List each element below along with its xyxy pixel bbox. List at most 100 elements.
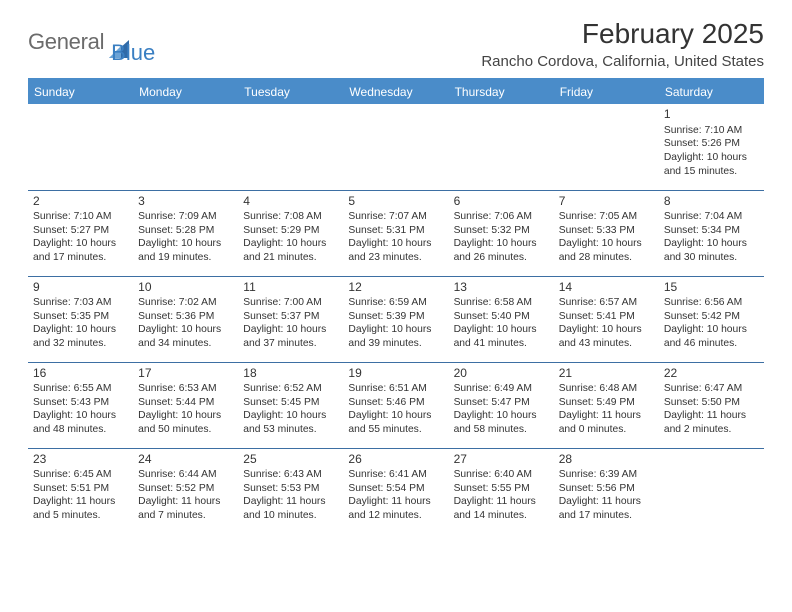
- day-number: 20: [454, 366, 549, 382]
- day-number: 7: [559, 194, 654, 210]
- day-number: 28: [559, 452, 654, 468]
- day-number: 19: [348, 366, 443, 382]
- sunrise-line: Sunrise: 6:45 AM: [33, 468, 128, 482]
- sunrise-line: Sunrise: 7:08 AM: [243, 210, 338, 224]
- calendar-week-row: 23Sunrise: 6:45 AMSunset: 5:51 PM Dayligh…: [28, 448, 764, 534]
- sunset-line: Sunset: 5:34 PM: [664, 224, 759, 238]
- calendar-cell: 3Sunrise: 7:09 AMSunset: 5:28 PMDaylight…: [133, 190, 238, 276]
- sunset-line: Sunset: 5:50 PM: [664, 396, 759, 410]
- sunset-line: Sunset: 5:55 PM: [454, 482, 549, 496]
- calendar-cell: [343, 104, 448, 190]
- sunset-line: Sunset: 5:40 PM: [454, 310, 549, 324]
- day-number: 10: [138, 280, 233, 296]
- calendar-cell: 26Sunrise: 6:41 AMSunset: 5:54 PMDayligh…: [343, 448, 448, 534]
- sunrise-line: Sunrise: 6:51 AM: [348, 382, 443, 396]
- day-number: 4: [243, 194, 338, 210]
- sunrise-line: Sunrise: 7:05 AM: [559, 210, 654, 224]
- day-number: 14: [559, 280, 654, 296]
- day-number: 2: [33, 194, 128, 210]
- daylight-line: Daylight: 10 hours and 46 minutes.: [664, 323, 759, 350]
- daylight-line: Daylight: 10 hours and 26 minutes.: [454, 237, 549, 264]
- daylight-line: Daylight: 10 hours and 43 minutes.: [559, 323, 654, 350]
- weekday-header: Thursday: [449, 80, 554, 104]
- calendar-cell: 21Sunrise: 6:48 AMSunset: 5:49 PMDayligh…: [554, 362, 659, 448]
- weekday-header: Monday: [133, 80, 238, 104]
- day-number: 24: [138, 452, 233, 468]
- calendar-cell: 15Sunrise: 6:56 AMSunset: 5:42 PMDayligh…: [659, 276, 764, 362]
- sunrise-line: Sunrise: 7:04 AM: [664, 210, 759, 224]
- day-number: 9: [33, 280, 128, 296]
- sunset-line: Sunset: 5:26 PM: [664, 137, 759, 151]
- calendar-cell: 1Sunrise: 7:10 AMSunset: 5:26 PMDaylight…: [659, 104, 764, 190]
- sunset-line: Sunset: 5:47 PM: [454, 396, 549, 410]
- day-number: 13: [454, 280, 549, 296]
- sunrise-line: Sunrise: 7:10 AM: [33, 210, 128, 224]
- sunset-line: Sunset: 5:33 PM: [559, 224, 654, 238]
- calendar-cell: 11Sunrise: 7:00 AMSunset: 5:37 PMDayligh…: [238, 276, 343, 362]
- day-number: 11: [243, 280, 338, 296]
- daylight-line: Daylight: 11 hours and 10 minutes.: [243, 495, 338, 522]
- daylight-line: Daylight: 10 hours and 39 minutes.: [348, 323, 443, 350]
- calendar-cell: 24Sunrise: 6:44 AMSunset: 5:52 PMDayligh…: [133, 448, 238, 534]
- day-number: 3: [138, 194, 233, 210]
- calendar-cell: [659, 448, 764, 534]
- calendar-cell: [449, 104, 554, 190]
- day-number: 16: [33, 366, 128, 382]
- day-number: 25: [243, 452, 338, 468]
- day-number: 5: [348, 194, 443, 210]
- calendar-cell: 20Sunrise: 6:49 AMSunset: 5:47 PMDayligh…: [449, 362, 554, 448]
- sunset-line: Sunset: 5:28 PM: [138, 224, 233, 238]
- calendar-cell: 23Sunrise: 6:45 AMSunset: 5:51 PMDayligh…: [28, 448, 133, 534]
- sunset-line: Sunset: 5:53 PM: [243, 482, 338, 496]
- sunset-line: Sunset: 5:37 PM: [243, 310, 338, 324]
- daylight-line: Daylight: 10 hours and 53 minutes.: [243, 409, 338, 436]
- calendar-week-row: 9Sunrise: 7:03 AMSunset: 5:35 PMDaylight…: [28, 276, 764, 362]
- calendar-cell: 14Sunrise: 6:57 AMSunset: 5:41 PMDayligh…: [554, 276, 659, 362]
- day-number: 8: [664, 194, 759, 210]
- logo-word1: General: [28, 29, 104, 55]
- day-number: 23: [33, 452, 128, 468]
- day-number: 18: [243, 366, 338, 382]
- calendar-cell: 22Sunrise: 6:47 AMSunset: 5:50 PMDayligh…: [659, 362, 764, 448]
- calendar-cell: 18Sunrise: 6:52 AMSunset: 5:45 PMDayligh…: [238, 362, 343, 448]
- calendar-cell: 9Sunrise: 7:03 AMSunset: 5:35 PMDaylight…: [28, 276, 133, 362]
- sunrise-line: Sunrise: 7:10 AM: [664, 124, 759, 138]
- sunrise-line: Sunrise: 6:57 AM: [559, 296, 654, 310]
- day-number: 1: [664, 107, 759, 123]
- daylight-line: Daylight: 11 hours and 7 minutes.: [138, 495, 233, 522]
- sunrise-line: Sunrise: 6:55 AM: [33, 382, 128, 396]
- sunset-line: Sunset: 5:27 PM: [33, 224, 128, 238]
- calendar-cell: 25Sunrise: 6:43 AMSunset: 5:53 PMDayligh…: [238, 448, 343, 534]
- sunset-line: Sunset: 5:29 PM: [243, 224, 338, 238]
- daylight-line: Daylight: 10 hours and 50 minutes.: [138, 409, 233, 436]
- weekday-header: Sunday: [28, 80, 133, 104]
- calendar-cell: 19Sunrise: 6:51 AMSunset: 5:46 PMDayligh…: [343, 362, 448, 448]
- sunrise-line: Sunrise: 7:02 AM: [138, 296, 233, 310]
- month-title: February 2025: [481, 18, 764, 50]
- sunset-line: Sunset: 5:51 PM: [33, 482, 128, 496]
- sunset-line: Sunset: 5:45 PM: [243, 396, 338, 410]
- sunset-line: Sunset: 5:49 PM: [559, 396, 654, 410]
- sunset-line: Sunset: 5:32 PM: [454, 224, 549, 238]
- sunrise-line: Sunrise: 6:43 AM: [243, 468, 338, 482]
- weekday-header: Friday: [554, 80, 659, 104]
- sunrise-line: Sunrise: 6:59 AM: [348, 296, 443, 310]
- calendar-cell: 10Sunrise: 7:02 AMSunset: 5:36 PMDayligh…: [133, 276, 238, 362]
- calendar-cell: 8Sunrise: 7:04 AMSunset: 5:34 PMDaylight…: [659, 190, 764, 276]
- calendar-cell: [238, 104, 343, 190]
- daylight-line: Daylight: 10 hours and 17 minutes.: [33, 237, 128, 264]
- day-number: 26: [348, 452, 443, 468]
- daylight-line: Daylight: 10 hours and 23 minutes.: [348, 237, 443, 264]
- sunset-line: Sunset: 5:42 PM: [664, 310, 759, 324]
- calendar-cell: 28Sunrise: 6:39 AMSunset: 5:56 PMDayligh…: [554, 448, 659, 534]
- sunset-line: Sunset: 5:56 PM: [559, 482, 654, 496]
- sunrise-line: Sunrise: 6:40 AM: [454, 468, 549, 482]
- sunrise-line: Sunrise: 6:56 AM: [664, 296, 759, 310]
- day-number: 22: [664, 366, 759, 382]
- daylight-line: Daylight: 11 hours and 12 minutes.: [348, 495, 443, 522]
- logo-word2: Blue: [111, 40, 155, 66]
- sunset-line: Sunset: 5:39 PM: [348, 310, 443, 324]
- daylight-line: Daylight: 10 hours and 34 minutes.: [138, 323, 233, 350]
- header: General Blue February 2025 Rancho Cordov…: [28, 18, 764, 70]
- daylight-line: Daylight: 11 hours and 17 minutes.: [559, 495, 654, 522]
